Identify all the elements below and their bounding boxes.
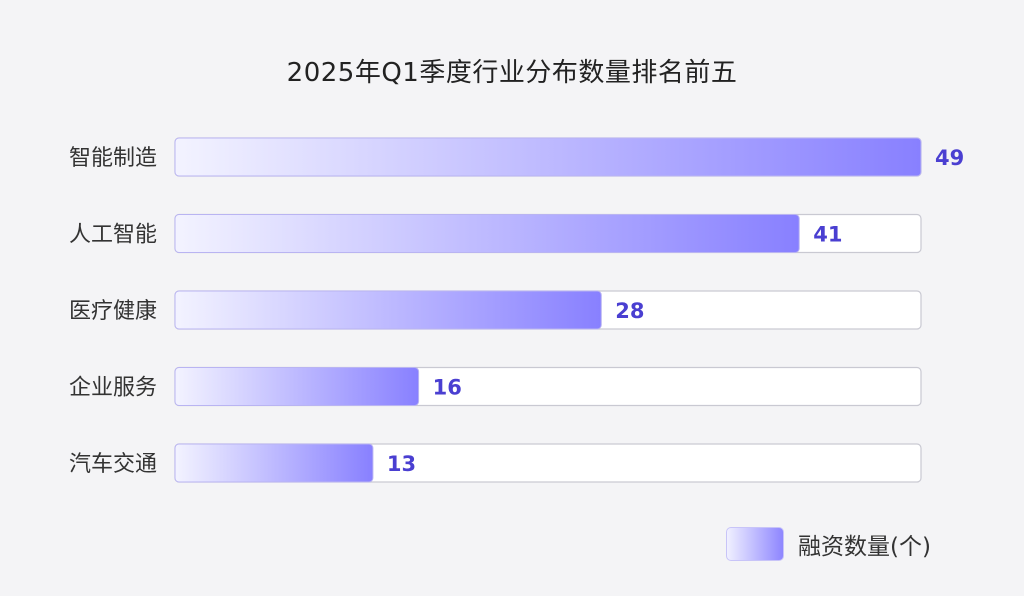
bar (174, 367, 420, 406)
value-label: 13 (387, 452, 416, 476)
legend-label: 融资数量(个) (798, 534, 931, 560)
bar (174, 443, 374, 483)
chart-title: 2025年Q1季度行业分布数量排名前五 (286, 58, 738, 88)
category-label: 智能制造 (69, 146, 157, 171)
bar (174, 137, 922, 177)
legend: 融资数量(个) (726, 527, 931, 561)
category-label: 汽车交通 (69, 452, 157, 477)
value-label: 41 (813, 223, 842, 247)
category-label: 人工智能 (69, 223, 157, 248)
category-label: 企业服务 (69, 376, 157, 401)
category-label: 医疗健康 (69, 299, 157, 324)
value-label: 28 (615, 299, 644, 323)
value-label: 16 (433, 376, 462, 400)
bar (174, 290, 602, 330)
value-label: 49 (935, 146, 964, 170)
bar (174, 214, 800, 253)
legend-swatch (726, 527, 784, 561)
